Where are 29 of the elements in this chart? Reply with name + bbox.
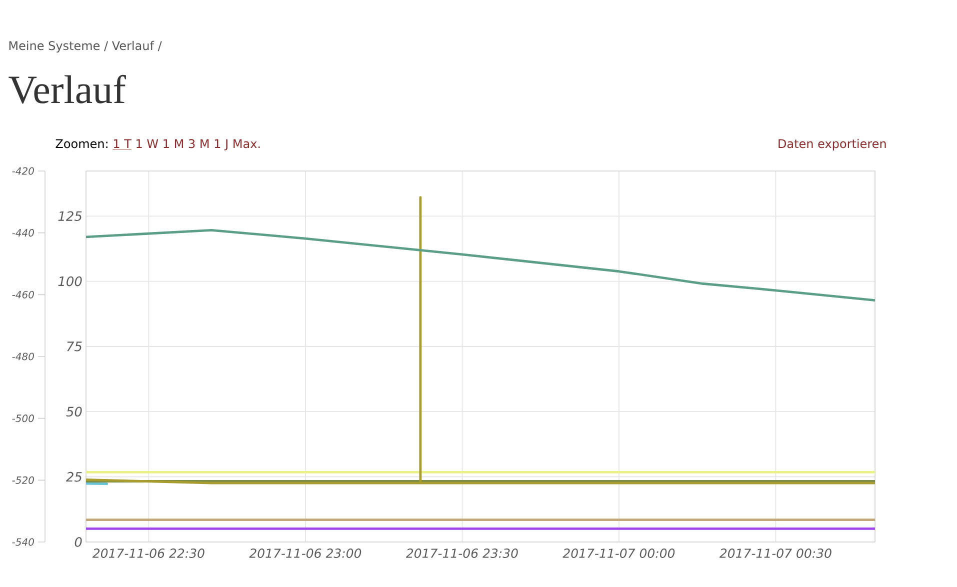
text: Max. <box>234 139 260 148</box>
x-tick-label: 2017-11-07 00:00 <box>562 548 675 558</box>
text: 1 J <box>214 139 228 150</box>
x-tick-label: 2017-11-06 23:00 <box>249 548 362 558</box>
y2-tick-label: -500 <box>12 414 34 422</box>
y-tick-label: 50 <box>66 406 82 417</box>
x-tick-label: 2017-11-06 22:30 <box>92 548 204 558</box>
y-tick-label: 125 <box>58 211 82 222</box>
y-tick-label: 0 <box>74 537 82 547</box>
text: 3 M <box>188 139 209 148</box>
y2-tick-label: -460 <box>12 290 34 298</box>
y2-tick-label: -420 <box>12 167 34 175</box>
y-tick-label: 75 <box>67 342 82 352</box>
chart-title: Verlauf <box>8 74 126 104</box>
x-tick-label: 2017-11-06 23:30 <box>406 548 518 558</box>
y-tick-label: 25 <box>66 472 82 482</box>
y2-tick-label: -540 <box>12 538 34 546</box>
y2-tick-label: -440 <box>12 229 34 237</box>
y2-tick-label: -520 <box>12 476 34 484</box>
x-tick-label: 2017-11-07 00:30 <box>719 548 832 558</box>
y2-tick-label: -480 <box>12 352 34 360</box>
line-series <box>86 228 876 302</box>
text: 1 M <box>164 139 183 148</box>
text: 1 W <box>136 139 158 148</box>
text: 1 T <box>114 139 132 148</box>
text: Zoomen: <box>56 139 108 148</box>
text: Daten exportieren <box>778 138 886 150</box>
y-tick-label: 100 <box>58 276 82 286</box>
text: Meine Systeme / Verlauf / <box>9 40 162 52</box>
